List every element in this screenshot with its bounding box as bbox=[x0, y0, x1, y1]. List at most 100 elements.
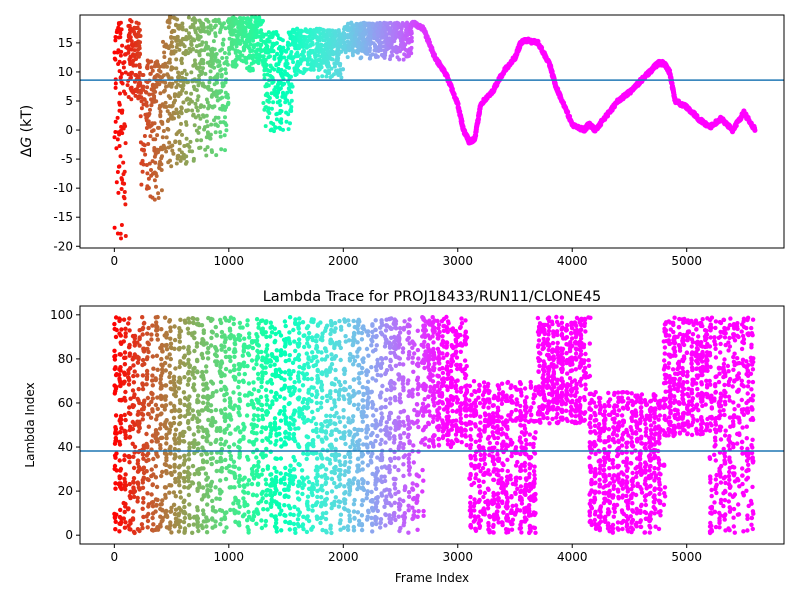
delta-g-point bbox=[164, 135, 169, 140]
delta-g-point bbox=[146, 60, 151, 65]
delta-g-point bbox=[399, 44, 404, 49]
lambda-point bbox=[131, 394, 137, 400]
lambda-point bbox=[368, 390, 374, 395]
delta-g-point bbox=[388, 20, 393, 25]
lambda-point bbox=[272, 465, 277, 471]
delta-g-point bbox=[222, 21, 226, 26]
delta-g-point bbox=[392, 39, 397, 44]
delta-g-point bbox=[150, 171, 155, 176]
lambda-point bbox=[316, 434, 321, 439]
delta-g-point bbox=[204, 113, 209, 118]
lambda-point bbox=[159, 367, 165, 372]
lambda-point bbox=[149, 332, 154, 337]
delta-g-point bbox=[401, 36, 406, 41]
delta-g-point bbox=[193, 115, 198, 120]
delta-g-point bbox=[184, 136, 189, 141]
lambda-point bbox=[295, 521, 300, 527]
lambda-point bbox=[224, 525, 229, 530]
lambda-point bbox=[246, 509, 251, 515]
lambda-point bbox=[177, 471, 182, 477]
delta-g-point bbox=[281, 90, 285, 95]
lambda-point bbox=[360, 357, 365, 362]
delta-g-point bbox=[127, 34, 132, 39]
delta-g-point bbox=[150, 129, 154, 134]
lambda-point bbox=[343, 441, 348, 447]
delta-g-point bbox=[153, 89, 158, 94]
delta-g-point bbox=[219, 67, 224, 72]
delta-g-point bbox=[177, 91, 182, 96]
delta-g-point bbox=[248, 29, 253, 34]
lambda-point bbox=[407, 452, 412, 457]
delta-g-point bbox=[176, 130, 181, 135]
lambda-point bbox=[392, 455, 397, 461]
lambda-point bbox=[305, 494, 311, 499]
lambda-point bbox=[319, 474, 324, 479]
delta-g-point bbox=[198, 116, 203, 121]
delta-g-point bbox=[341, 67, 345, 72]
lambda-point bbox=[140, 357, 146, 363]
delta-g-point bbox=[169, 84, 174, 89]
lambda-point bbox=[123, 429, 128, 434]
lambda-point bbox=[191, 320, 196, 326]
delta-g-point bbox=[305, 62, 310, 67]
y-tick-label: 0 bbox=[65, 123, 73, 137]
lambda-point bbox=[172, 432, 178, 437]
delta-g-point bbox=[201, 66, 205, 71]
delta-g-point bbox=[176, 70, 181, 75]
lambda-point bbox=[205, 401, 210, 406]
delta-g-point bbox=[370, 23, 375, 28]
delta-g-point bbox=[195, 98, 200, 102]
delta-g-point bbox=[208, 136, 213, 141]
delta-g-point bbox=[203, 125, 207, 130]
delta-g-point bbox=[175, 154, 180, 159]
lambda-point bbox=[286, 357, 292, 363]
lambda-point bbox=[232, 341, 237, 346]
delta-g-point bbox=[121, 160, 126, 165]
lambda-point bbox=[224, 426, 229, 432]
lambda-point bbox=[272, 416, 278, 421]
delta-g-point bbox=[214, 74, 219, 79]
delta-g-point bbox=[285, 98, 290, 103]
lambda-point bbox=[167, 352, 172, 357]
delta-g-point bbox=[137, 44, 142, 48]
delta-g-point bbox=[307, 29, 312, 33]
delta-g-point bbox=[278, 44, 282, 49]
lambda-point bbox=[388, 387, 394, 393]
lambda-point bbox=[378, 419, 384, 424]
delta-g-point bbox=[136, 34, 141, 39]
lambda-point bbox=[384, 494, 389, 499]
delta-g-point bbox=[146, 186, 151, 190]
delta-g-point bbox=[139, 90, 143, 95]
delta-g-point bbox=[291, 27, 295, 32]
lambda-point bbox=[310, 350, 315, 355]
lambda-point bbox=[204, 381, 209, 386]
lambda-point bbox=[296, 479, 302, 484]
delta-g-point bbox=[299, 28, 304, 33]
lambda-point bbox=[172, 469, 177, 474]
delta-g-point bbox=[391, 29, 396, 34]
lambda-point bbox=[293, 317, 298, 322]
delta-g-point bbox=[372, 35, 377, 40]
lambda-point bbox=[251, 405, 257, 410]
lambda-point bbox=[397, 497, 402, 502]
delta-g-point bbox=[165, 72, 170, 77]
delta-g-point bbox=[156, 125, 160, 130]
delta-g-point bbox=[246, 34, 251, 39]
lambda-point bbox=[360, 419, 365, 424]
delta-g-point bbox=[197, 80, 202, 85]
delta-g-point bbox=[295, 50, 300, 55]
delta-g-point bbox=[172, 100, 176, 105]
lambda-point bbox=[328, 337, 333, 342]
lambda-point bbox=[171, 420, 177, 426]
delta-g-point bbox=[284, 119, 289, 124]
delta-g-point bbox=[204, 29, 209, 34]
delta-g-point bbox=[206, 132, 211, 137]
lambda-point bbox=[217, 425, 223, 431]
delta-g-point bbox=[138, 95, 143, 100]
delta-g-point bbox=[265, 115, 270, 120]
lambda-point bbox=[231, 390, 236, 395]
lambda-point bbox=[406, 468, 412, 473]
delta-g-point bbox=[116, 62, 121, 66]
lambda-point bbox=[158, 446, 163, 451]
lambda-point bbox=[373, 327, 378, 333]
